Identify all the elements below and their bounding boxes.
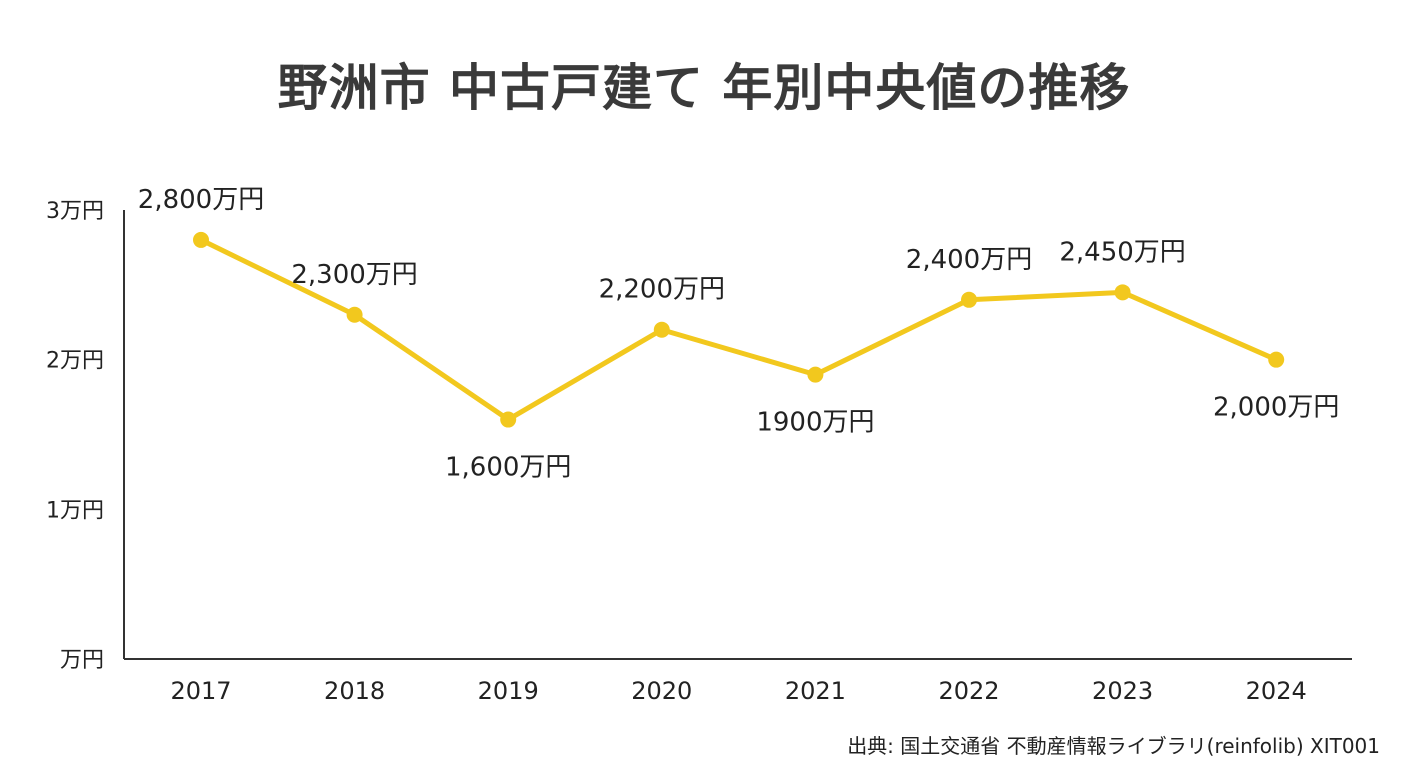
x-tick-label: 2017 (170, 677, 231, 705)
data-point (1114, 284, 1131, 301)
x-tick-label: 2024 (1246, 677, 1307, 705)
y-tick-label: 1万円 (46, 498, 104, 523)
x-tick-label: 2019 (478, 677, 539, 705)
chart-title: 野洲市 中古戸建て 年別中央値の推移 (277, 59, 1131, 117)
data-label: 1,600万円 (445, 453, 571, 483)
data-point (961, 291, 977, 308)
x-tick-label: 2021 (785, 677, 846, 705)
x-tick-label: 2023 (1092, 677, 1153, 705)
data-label: 1900万円 (756, 408, 874, 438)
x-tick-label: 2020 (631, 677, 692, 705)
data-point (500, 411, 517, 428)
data-label: 2,200万円 (599, 275, 725, 305)
y-tick-label: 3万円 (46, 199, 104, 224)
data-point (807, 366, 824, 383)
y-tick-label: 2万円 (46, 349, 104, 374)
y-tick-label: 万円 (60, 648, 104, 673)
source-note: 出典: 国土交通省 不動産情報ライブラリ(reinfolib) XIT001 (847, 734, 1380, 758)
data-point (346, 306, 363, 323)
data-label: 2,300万円 (291, 260, 417, 290)
data-label: 2,450万円 (1059, 237, 1185, 267)
data-label: 2,800万円 (138, 185, 264, 215)
data-point (1268, 351, 1285, 368)
data-label: 2,400万円 (906, 245, 1032, 275)
data-label: 2,000万円 (1213, 393, 1339, 423)
data-point (653, 321, 670, 338)
series-line (198, 237, 1279, 423)
data-point (193, 231, 209, 248)
x-tick-label: 2022 (938, 677, 999, 705)
x-tick-label: 2018 (324, 677, 385, 705)
